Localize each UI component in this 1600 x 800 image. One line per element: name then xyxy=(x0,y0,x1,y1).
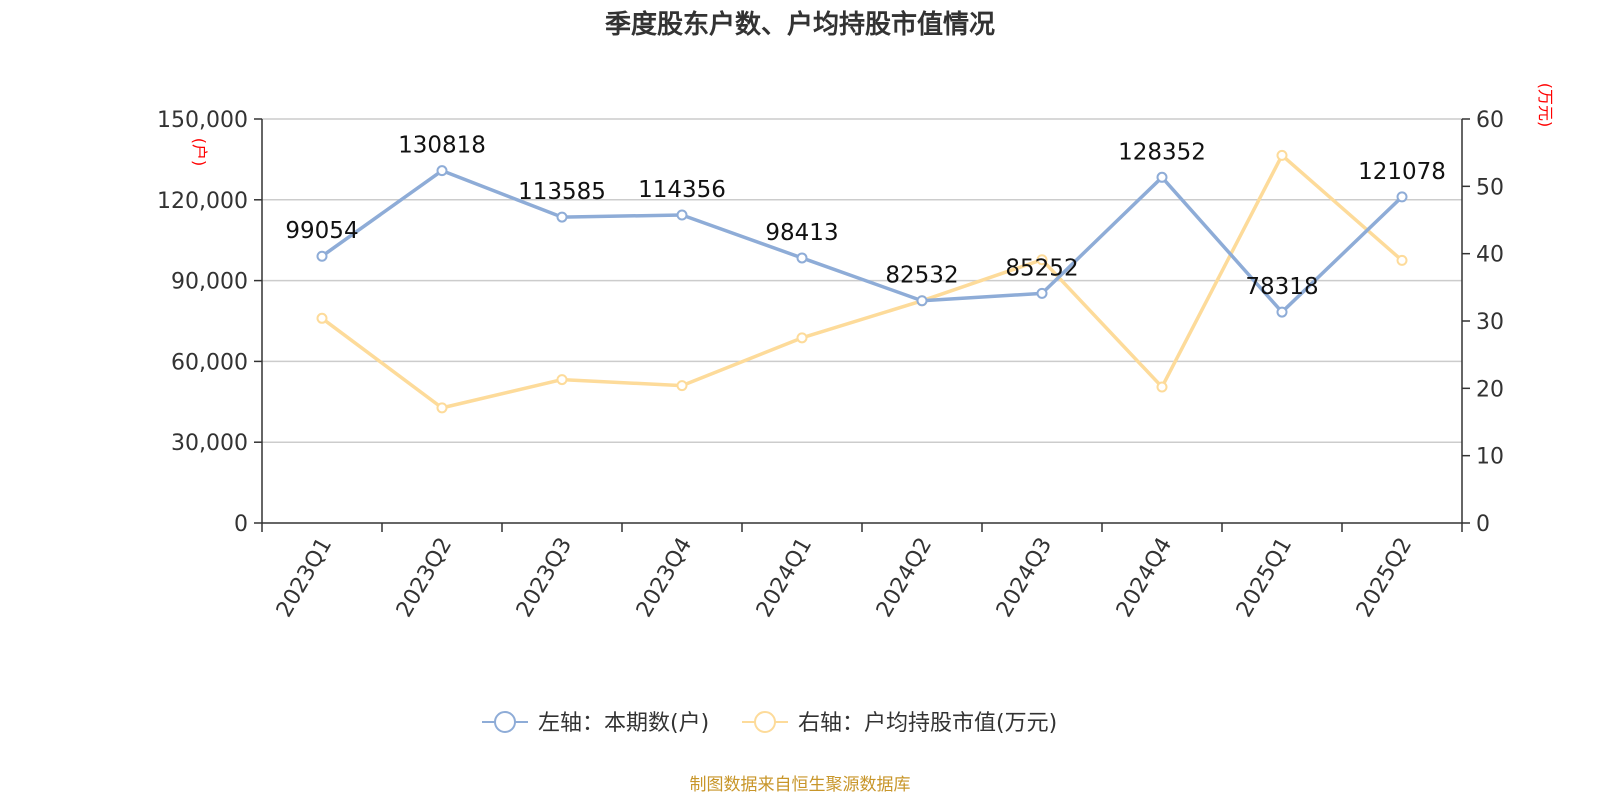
x-tick-label: 2023Q2 xyxy=(392,534,457,622)
data-label: 114356 xyxy=(638,177,726,203)
right-tick-label: 10 xyxy=(1476,445,1504,470)
data-labels: 99054 130818 113585 114356 98413 82532 85252 12… xyxy=(285,133,1445,300)
series-point-left[interactable] xyxy=(556,211,568,223)
series-point-right[interactable] xyxy=(796,332,808,344)
data-label: 113585 xyxy=(518,179,606,205)
series-line-right xyxy=(320,153,1404,410)
series-point-right[interactable] xyxy=(1036,254,1048,266)
x-tick-label: 2023Q4 xyxy=(632,534,697,622)
legend-marker xyxy=(494,711,516,733)
series-line-left xyxy=(320,168,1404,314)
series-point-right[interactable] xyxy=(316,312,328,324)
series-point-left[interactable] xyxy=(1276,306,1288,318)
series-point-right[interactable] xyxy=(556,374,568,386)
x-tick-label: 2024Q2 xyxy=(872,534,937,622)
legend-marker xyxy=(754,711,776,733)
series-point-right[interactable] xyxy=(1156,381,1168,393)
left-tick-label: 120,000 xyxy=(157,189,248,214)
data-label: 98413 xyxy=(765,220,838,246)
series-point-left[interactable] xyxy=(676,209,688,221)
series-point-left[interactable] xyxy=(316,250,328,262)
legend-label: 左轴：本期数(户) xyxy=(538,711,709,736)
series-point-right[interactable] xyxy=(436,402,448,414)
series-point-left[interactable] xyxy=(916,295,928,307)
series-point-left[interactable] xyxy=(1156,171,1168,183)
series-layer xyxy=(316,149,1408,414)
left-axis-unit: (户) xyxy=(190,138,209,167)
x-tick-label: 2024Q4 xyxy=(1112,534,1177,622)
right-tick-label: 50 xyxy=(1476,175,1504,200)
x-tick-label: 2025Q2 xyxy=(1352,534,1417,622)
data-label: 85252 xyxy=(1005,255,1078,281)
series-point-left[interactable] xyxy=(796,252,808,264)
right-tick-label: 30 xyxy=(1476,310,1504,335)
series-point-right[interactable] xyxy=(676,380,688,392)
x-tick-label: 2024Q3 xyxy=(992,534,1057,622)
x-tick-label: 2023Q3 xyxy=(512,534,577,622)
data-label: 99054 xyxy=(285,218,358,244)
data-label: 78318 xyxy=(1245,274,1318,300)
left-tick-label: 30,000 xyxy=(171,431,248,456)
series-point-left[interactable] xyxy=(1396,191,1408,203)
left-tick-label: 90,000 xyxy=(171,270,248,295)
x-tick-label: 2025Q1 xyxy=(1232,534,1297,622)
x-tick-label: 2024Q1 xyxy=(752,534,817,622)
legend-label: 右轴：户均持股市值(万元) xyxy=(798,711,1057,736)
right-axis-unit: (万元) xyxy=(1536,83,1555,128)
source-note: 制图数据来自恒生聚源数据库 xyxy=(690,775,911,795)
right-tick-label: 20 xyxy=(1476,377,1504,402)
right-tick-label: 60 xyxy=(1476,108,1504,133)
left-tick-label: 0 xyxy=(234,512,248,537)
series-point-right[interactable] xyxy=(1396,254,1408,266)
left-tick-label: 150,000 xyxy=(157,108,248,133)
x-tick-label: 2023Q1 xyxy=(272,534,337,622)
data-label: 130818 xyxy=(398,133,486,159)
right-tick-label: 0 xyxy=(1476,512,1490,537)
legend[interactable]: 左轴：本期数(户) 右轴：户均持股市值(万元) xyxy=(482,711,1057,736)
series-point-left[interactable] xyxy=(1036,287,1048,299)
data-label: 121078 xyxy=(1358,159,1446,185)
right-tick-label: 40 xyxy=(1476,243,1504,268)
series-point-right[interactable] xyxy=(1276,149,1288,161)
data-label: 82532 xyxy=(885,263,958,289)
data-label: 128352 xyxy=(1118,139,1206,165)
left-tick-label: 60,000 xyxy=(171,350,248,375)
chart-title: 季度股东户数、户均持股市值情况 xyxy=(605,9,995,40)
series-point-left[interactable] xyxy=(436,165,448,177)
